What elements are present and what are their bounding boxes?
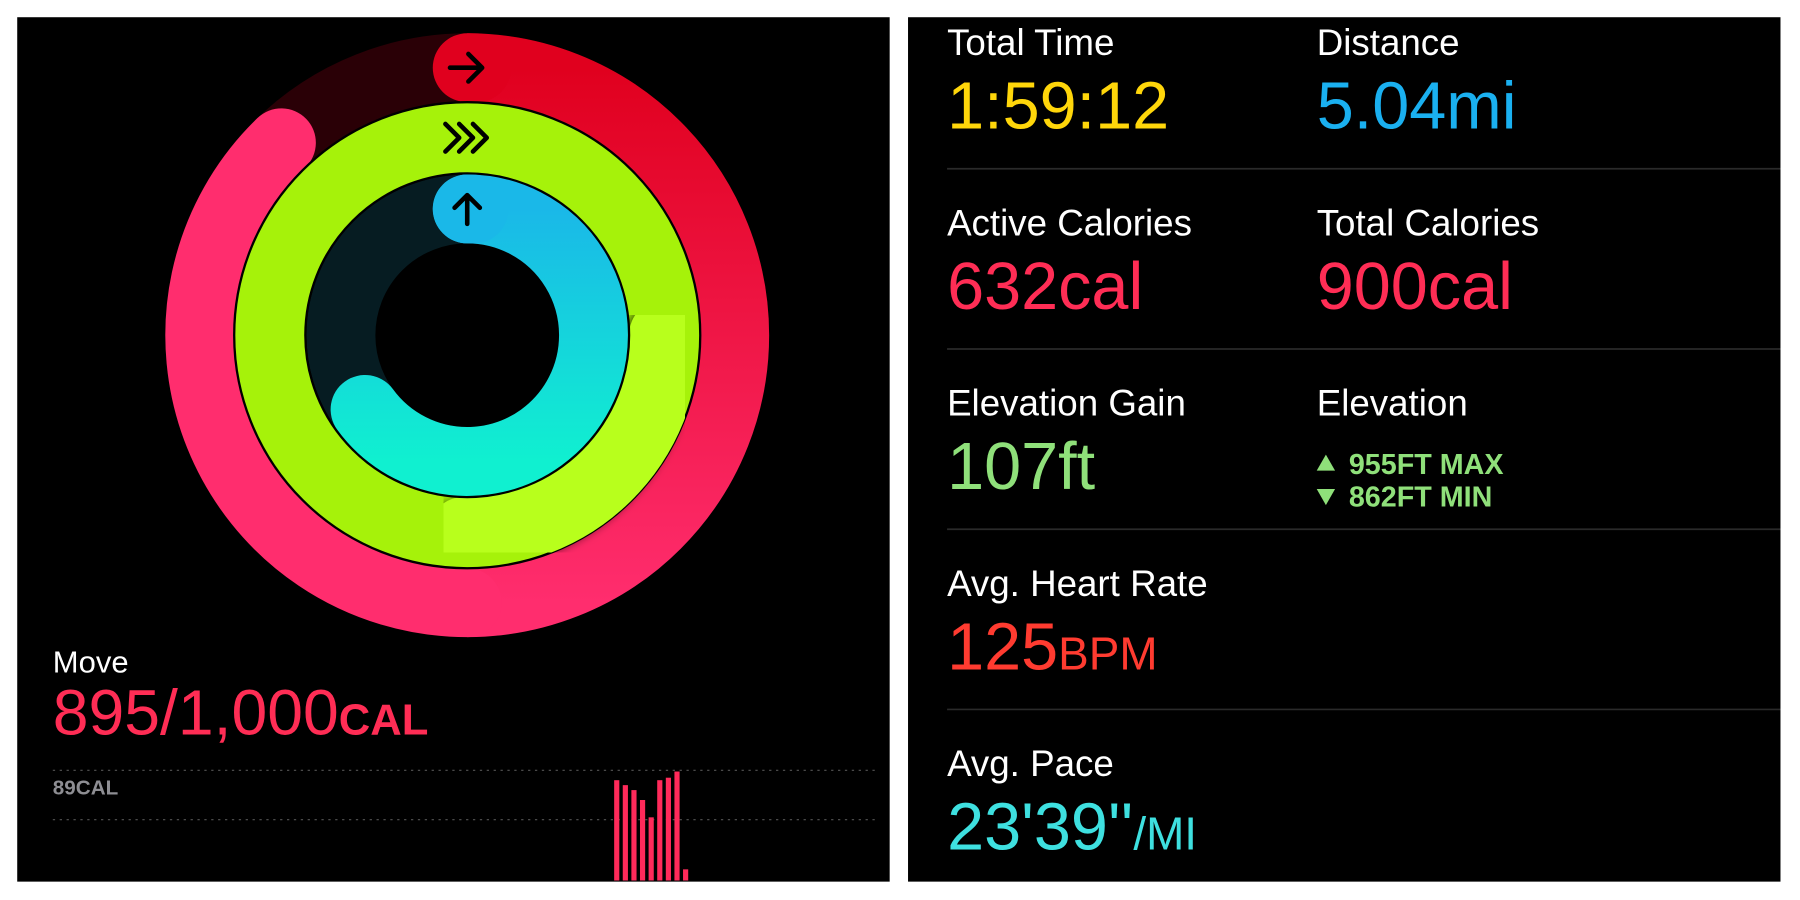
bar: [674, 771, 680, 881]
activity-rings: [165, 33, 770, 638]
metric-label: Total Calories: [1317, 202, 1539, 243]
bar: [639, 799, 646, 881]
ring-edge: [304, 172, 631, 499]
metric-value: 125BPM: [947, 610, 1158, 684]
up-triangle: [1316, 454, 1336, 471]
bar: [614, 780, 620, 881]
metric-number: 23'39'': [947, 790, 1133, 864]
metric-value: 632cal: [947, 250, 1143, 324]
exercise-ring-overlap: [428, 299, 701, 569]
move-ring: [165, 108, 502, 638]
elevation-max: 955FT MAX: [1349, 449, 1504, 481]
metric-label: Avg. Pace: [947, 743, 1114, 784]
metrics: Total Time 1:59:12 Distance 5.04mi Active Ca…: [947, 22, 1781, 864]
metric-label: Elevation Gain: [947, 383, 1186, 424]
elevation-min: 862FT MIN: [1349, 481, 1492, 513]
metric-number: 632cal: [947, 250, 1143, 324]
move-label: Move: [53, 645, 129, 680]
bar: [648, 817, 654, 881]
move-amount: 895/1,000: [53, 677, 339, 749]
move-value: 895/1,000CAL: [53, 677, 429, 749]
move-unit: CAL: [339, 697, 429, 745]
metric-label: Elevation: [1317, 383, 1468, 424]
metric-unit: BPM: [1058, 627, 1157, 679]
metric-number: 1:59:12: [947, 70, 1169, 144]
chart-top-label: 89CAL: [53, 776, 118, 799]
metric-label: Distance: [1317, 22, 1460, 63]
bar: [631, 790, 637, 881]
bar: [683, 869, 689, 881]
metric-label: Active Calories: [947, 202, 1192, 243]
metric-number: 900cal: [1317, 250, 1513, 324]
metric-number: 5.04mi: [1317, 70, 1517, 144]
metric-value: 900cal: [1317, 250, 1513, 324]
metric-value: 1:59:12: [947, 70, 1169, 144]
bar: [665, 777, 671, 881]
bar: [622, 785, 628, 881]
down-triangle: [1316, 489, 1336, 506]
metric-number: 125: [947, 610, 1058, 684]
metric-value: 107ft: [947, 430, 1096, 504]
move-arrow: [447, 51, 485, 84]
stand-ring: [330, 174, 628, 496]
metric-value: 23'39''/MI: [947, 790, 1197, 864]
bar: [657, 780, 663, 881]
metric-number: 107ft: [947, 430, 1096, 504]
metric-value: 5.04mi: [1317, 70, 1517, 144]
metric-label: Avg. Heart Rate: [947, 563, 1208, 604]
metric-unit: /MI: [1133, 807, 1197, 859]
exercise-arrow: [443, 121, 490, 154]
metrics-panel: [908, 17, 1781, 882]
stand-arrow: [452, 192, 483, 227]
move-ring: [467, 33, 770, 638]
metric-label: Total Time: [947, 22, 1114, 63]
